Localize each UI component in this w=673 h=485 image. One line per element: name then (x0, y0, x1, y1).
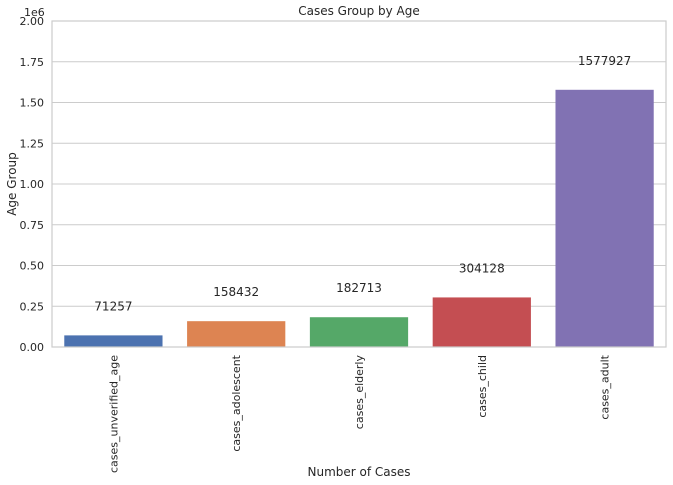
x-tick-label: cases_unverified_age (107, 355, 120, 473)
x-tick-labels: cases_unverified_age cases_adolescent case… (107, 354, 611, 473)
y-offset-label: 1e6 (24, 6, 45, 19)
y-axis-title: Age Group (5, 152, 19, 216)
data-label: 182713 (336, 281, 382, 295)
bar-cases_elderly (309, 317, 409, 347)
y-tick-labels: 0.00 0.25 0.50 0.75 1.00 1.25 1.50 1.75 2.00 (20, 15, 45, 354)
y-tick-label: 0.00 (20, 341, 45, 354)
data-label: 304128 (459, 261, 505, 275)
bar-cases_child (432, 297, 531, 347)
data-labels: 71257 158432 182713 304128 1577927 (94, 54, 631, 314)
plot-frame (51, 20, 667, 348)
y-tick-label: 1.50 (20, 97, 45, 110)
axes-spines (51, 20, 667, 348)
x-tick-label: cases_elderly (353, 355, 366, 430)
x-axis-title: Number of Cases (307, 465, 410, 479)
bar-cases_unverified_age (64, 335, 163, 347)
bars-group (64, 89, 654, 347)
y-tick-label: 2.00 (20, 15, 45, 28)
bar-cases_adult (555, 89, 654, 347)
y-tick-label: 1.00 (20, 178, 45, 191)
y-tick-label: 1.75 (20, 56, 45, 69)
y-tick-label: 0.75 (20, 219, 45, 232)
data-label: 158432 (213, 285, 259, 299)
y-tick-label: 1.25 (20, 137, 45, 150)
x-tick-label: cases_adolescent (230, 354, 243, 451)
data-label: 71257 (94, 299, 132, 313)
data-label: 1577927 (578, 54, 631, 68)
y-tick-label: 0.50 (20, 260, 45, 273)
x-tick-label: cases_child (476, 355, 489, 418)
bar-cases_adolescent (187, 321, 286, 347)
y-tick-label: 0.25 (20, 300, 45, 313)
x-tick-label: cases_adult (599, 354, 612, 419)
chart-title: Cases Group by Age (298, 4, 420, 18)
